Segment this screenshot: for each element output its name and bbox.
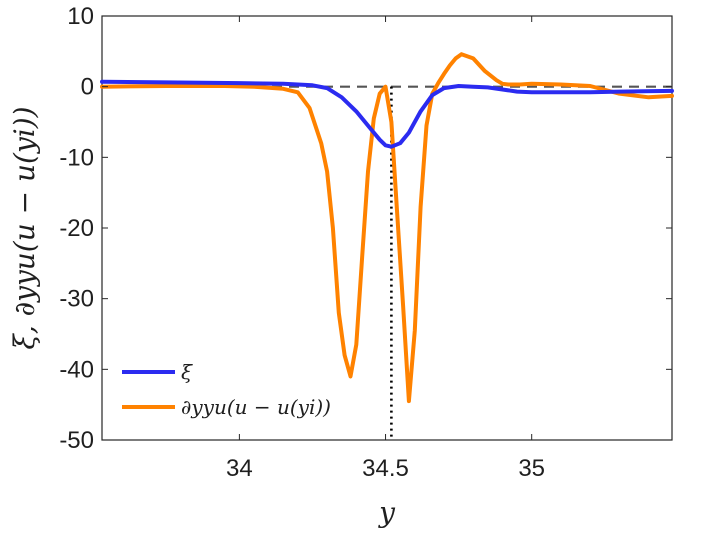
legend: ξ ∂yyu(u − u(yi)) (122, 360, 331, 419)
series-line-derivative (100, 52, 674, 404)
y-tick-label: 0 (81, 74, 94, 101)
y-tick-label: -10 (59, 144, 94, 171)
y-tick-label: -40 (59, 356, 94, 383)
x-tick-label: 34 (226, 455, 253, 482)
y-tick-label: -30 (59, 286, 94, 313)
x-axis-ticks: 34 34.5 35 (226, 16, 545, 482)
series-line-xi (100, 79, 674, 149)
reference-lines (102, 85, 672, 440)
series-lines (100, 52, 674, 404)
y-axis-label: ξ, ∂yyu(u − u(yi)) (8, 106, 41, 349)
axis-labels: y ξ, ∂yyu(u − u(yi)) (8, 106, 396, 529)
y-axis-ticks: 10 0 -10 -20 -30 -40 -50 (59, 3, 672, 454)
y-tick-label: -50 (59, 427, 94, 454)
x-tick-label: 35 (518, 455, 545, 482)
legend-label-derivative: ∂yyu(u − u(yi)) (181, 395, 331, 419)
x-axis-label: y (377, 496, 396, 529)
legend-label-xi: ξ (181, 360, 193, 384)
y-tick-label: 10 (67, 3, 94, 30)
y-tick-label: -20 (59, 215, 94, 242)
x-tick-label: 34.5 (362, 455, 409, 482)
